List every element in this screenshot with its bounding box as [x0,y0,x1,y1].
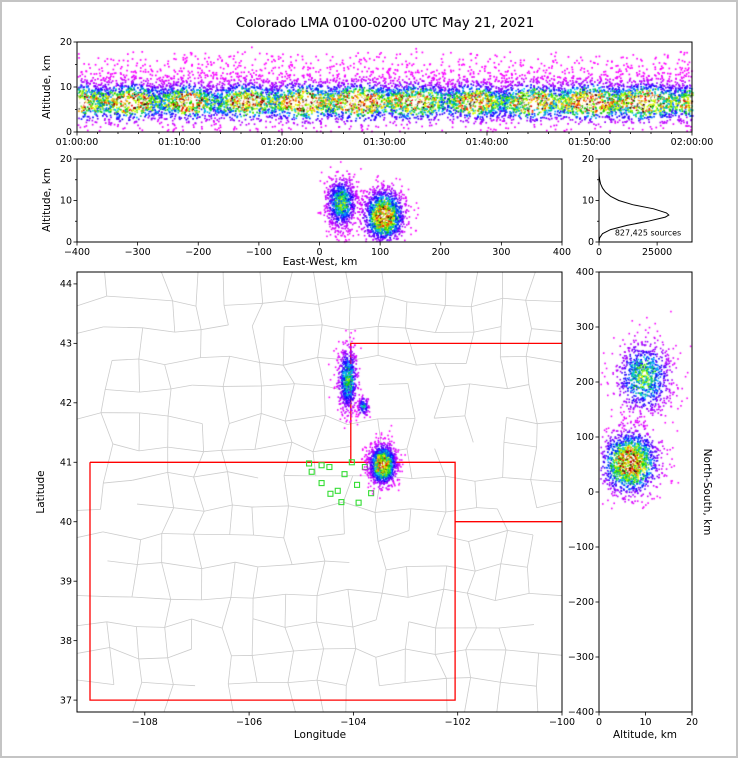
tick-label: 0 [66,127,72,138]
tick-label: −108 [132,717,158,728]
panel-frame [77,159,562,242]
tick-label: −400 [64,247,90,258]
tick-label: 39 [60,576,72,587]
tick-label: 20 [60,154,72,165]
ew-panel-ylabel: Altitude, km [41,168,53,232]
tick-label: 0 [66,237,72,248]
tick-label: 44 [60,279,72,290]
figure-title: Colorado LMA 0100-0200 UTC May 21, 2021 [236,15,535,31]
tick-label: 01:10:00 [158,137,201,148]
tick-label: 10 [60,82,72,93]
map-ylabel: Latitude [35,470,47,513]
tick-label: 10 [639,717,651,728]
tick-label: 01:50:00 [568,137,611,148]
panel-frame [77,272,562,712]
tick-label: 20 [582,154,594,165]
ns-panel-ylabel: North-South, km [701,449,713,536]
tick-label: 10 [60,196,72,207]
tick-label: −104 [340,717,366,728]
tick-label: −102 [445,717,471,728]
tick-label: 200 [432,247,450,258]
tick-label: 20 [60,37,72,48]
tick-label: 300 [576,322,594,333]
tick-label: 0 [596,247,602,258]
tick-label: 01:30:00 [363,137,406,148]
tick-label: 25000 [642,247,672,258]
tick-label: −100 [549,717,575,728]
tick-label: −300 [125,247,151,258]
tick-label: −200 [568,597,594,608]
tick-label: −100 [246,247,272,258]
tick-label: 300 [492,247,510,258]
lma-figure: 01:00:00 01:10:00 01:20:00 01:30:00 01:40:00… [0,0,738,758]
tick-label: 0 [588,237,594,248]
tick-label: 20 [686,717,698,728]
tick-label: −200 [185,247,211,258]
ew-panel-xlabel: East-West, km [283,256,358,268]
tick-label: −100 [568,542,594,553]
ns-panel-xlabel: Altitude, km [613,729,677,741]
time-panel-ylabel: Altitude, km [41,55,53,119]
map-xlabel: Longitude [294,729,346,741]
tick-label: 42 [60,398,72,409]
panel-frame [77,42,692,132]
tick-label: 38 [60,636,72,647]
tick-label: 01:20:00 [261,137,304,148]
tick-label: 0 [596,717,602,728]
tick-label: 100 [576,432,594,443]
tick-label: 0 [588,487,594,498]
tick-label: −400 [568,707,594,718]
tick-label: 01:00:00 [56,137,99,148]
tick-label: 400 [553,247,571,258]
panel-frame [599,272,692,712]
tick-label: 100 [371,247,389,258]
tick-label: 400 [576,267,594,278]
tick-label: 10 [582,196,594,207]
tick-label: 43 [60,339,72,350]
tick-label: 200 [576,377,594,388]
tick-label: −300 [568,652,594,663]
tick-label: 40 [60,517,72,528]
tick-label: 37 [60,695,72,706]
tick-label: 02:00:00 [671,137,714,148]
tick-label: 01:40:00 [466,137,509,148]
tick-label: 41 [60,457,72,468]
tick-label: −106 [236,717,262,728]
source-count-annotation: 827,425 sources [615,229,681,238]
axes-layer: 01:00:00 01:10:00 01:20:00 01:30:00 01:40:00… [2,2,736,756]
